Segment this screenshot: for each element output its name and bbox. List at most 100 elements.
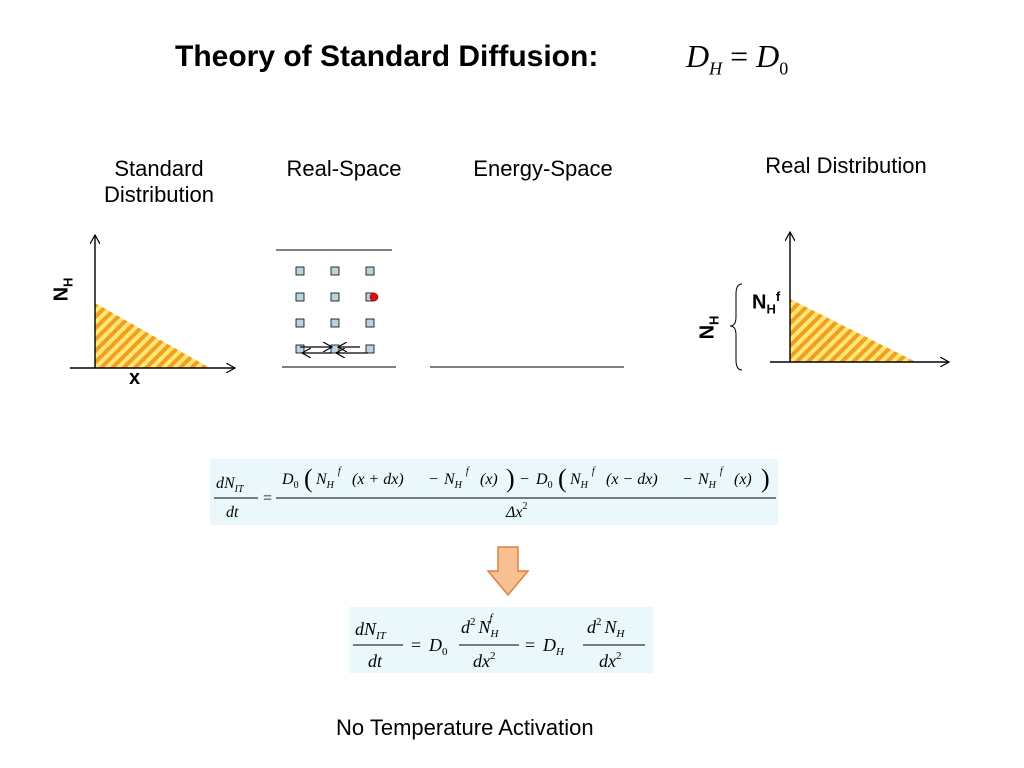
diff-frac2-den: dx (599, 651, 616, 671)
standard-distribution-label: Standard Distribution (85, 156, 233, 208)
diff-dh-sub: H (555, 646, 565, 658)
svg-text:dNIT: dNIT (355, 619, 387, 642)
hop-arrows (300, 347, 368, 353)
real-y-axis-symbol: N (696, 324, 719, 340)
flux-paren-close-1: ) (506, 464, 515, 493)
diffusion-equation: dNIT dt = D0 d2 NHf dx2 = DH d2 NH dx2 (353, 612, 645, 671)
diff-frac1-n-sub: H (490, 628, 500, 640)
diff-lhs-num-sub: IT (375, 630, 387, 642)
diff-frac2-d: d (587, 617, 597, 637)
diff-frac2-den-pow: 2 (616, 650, 622, 662)
diff-frac1-pow: 2 (470, 616, 476, 628)
concentration-profile-area (95, 303, 210, 368)
real-y-axis-subscript: H (706, 315, 722, 325)
diff-d0-sub: 0 (442, 646, 448, 658)
flux-arg-minus: (x − dx) (606, 471, 658, 488)
flux-n-2-sup: f (466, 466, 470, 477)
svg-text:D0: D0 (281, 471, 299, 491)
real-distribution-label: Real Distribution (765, 153, 927, 178)
y-axis-symbol: N (50, 286, 73, 302)
flux-n-3-sup: f (592, 466, 596, 477)
flux-equation-box: dNIT dt = D0 ( NHf (x + dx) − NHf (x) ) … (210, 459, 778, 525)
nhf-superscript: f (775, 289, 781, 304)
diff-frac2-n: N (604, 617, 618, 637)
flux-minus-2: − (520, 471, 529, 488)
svg-text:NHf: NHf (443, 466, 470, 491)
diff-equals-2: = (525, 635, 535, 655)
svg-text:Δx2: Δx2 (505, 501, 528, 521)
flux-n-2-sub: H (454, 480, 463, 491)
equals-sign: = (730, 38, 749, 74)
energy-space-baseline (430, 366, 624, 368)
svg-text:dNIT: dNIT (216, 475, 245, 495)
standard-distribution-line2: Distribution (103, 182, 215, 207)
flux-d0-2: D (535, 471, 548, 488)
diff-frac1-d: d (461, 617, 471, 637)
real-space-lattice (276, 249, 396, 368)
diff-d0: D (428, 635, 442, 655)
dh-symbol: D (686, 38, 710, 74)
svg-text:dx2: dx2 (599, 650, 622, 671)
svg-text:NHf: NHf (315, 466, 342, 491)
slide-title: Theory of Standard Diffusion: (175, 40, 599, 73)
dh-subscript: H (709, 58, 723, 79)
diff-frac2-n-sub: H (616, 628, 626, 640)
diff-lhs-num: dN (355, 619, 377, 639)
title-equation: DH = D0 (686, 38, 788, 79)
diffusion-equation-box: dNIT dt = D0 d2 NHf dx2 = DH d2 NH dx2 (349, 607, 653, 673)
flux-arg-x-2: (x) (734, 471, 752, 488)
flux-arg-plus: (x + dx) (352, 471, 404, 488)
flux-lhs-den: dt (226, 504, 239, 521)
hydrogen-atom (369, 292, 379, 302)
standard-distribution-plot (70, 225, 250, 390)
svg-text:D0: D0 (535, 471, 553, 491)
standard-x-axis-label: x (129, 367, 141, 389)
flux-equals: = (263, 490, 272, 507)
svg-text:DH: DH (542, 635, 565, 658)
flux-denominator-sup: 2 (523, 501, 528, 512)
flux-minus-1: − (429, 471, 438, 488)
real-space-label: Real-Space (286, 156, 402, 181)
d0-subscript: 0 (779, 58, 789, 79)
flux-equation: dNIT dt = D0 ( NHf (x + dx) − NHf (x) ) … (214, 464, 776, 521)
diff-dh: D (542, 635, 556, 655)
down-arrow-icon (486, 546, 530, 597)
caption: No Temperature Activation (336, 715, 594, 740)
diff-frac1-n-sup: f (489, 612, 494, 624)
flux-d0-1: D (281, 471, 294, 488)
flux-n-3: N (569, 471, 582, 488)
flux-paren-open-1: ( (304, 464, 313, 493)
diff-frac1-n: N (478, 617, 492, 637)
diff-frac2-pow: 2 (596, 616, 602, 628)
y-axis-subscript: H (60, 277, 76, 287)
flux-minus-3: − (683, 471, 692, 488)
flux-n-1-sub: H (326, 480, 335, 491)
nhf-label: NHf (752, 289, 780, 317)
lattice-sites (295, 266, 375, 354)
real-distribution-plot (730, 222, 960, 371)
flux-n-1-sup: f (338, 466, 342, 477)
flux-n-2: N (443, 471, 456, 488)
svg-text:NHf: NHf (569, 466, 596, 491)
real-y-axis-label: NH (696, 316, 721, 340)
flux-n-1: N (315, 471, 328, 488)
nhf-subscript: H (766, 301, 776, 317)
flux-paren-close-2: ) (761, 464, 770, 493)
nhf-symbol: N (752, 291, 767, 314)
energy-space-label: Energy-Space (473, 156, 613, 181)
svg-text:NHf: NHf (697, 466, 724, 491)
curly-brace (730, 283, 743, 371)
svg-text:D0: D0 (428, 635, 448, 658)
flux-n-3-sub: H (580, 480, 589, 491)
flux-denominator: Δx (505, 504, 523, 521)
diff-lhs-den: dt (368, 651, 383, 671)
real-concentration-area (790, 299, 916, 362)
flux-paren-open-2: ( (558, 464, 567, 493)
diff-frac1-den-pow: 2 (490, 650, 496, 662)
standard-distribution-line1: Standard (114, 156, 204, 181)
d0-symbol: D (756, 38, 780, 74)
flux-n-4-sup: f (720, 466, 724, 477)
flux-n-4: N (697, 471, 710, 488)
